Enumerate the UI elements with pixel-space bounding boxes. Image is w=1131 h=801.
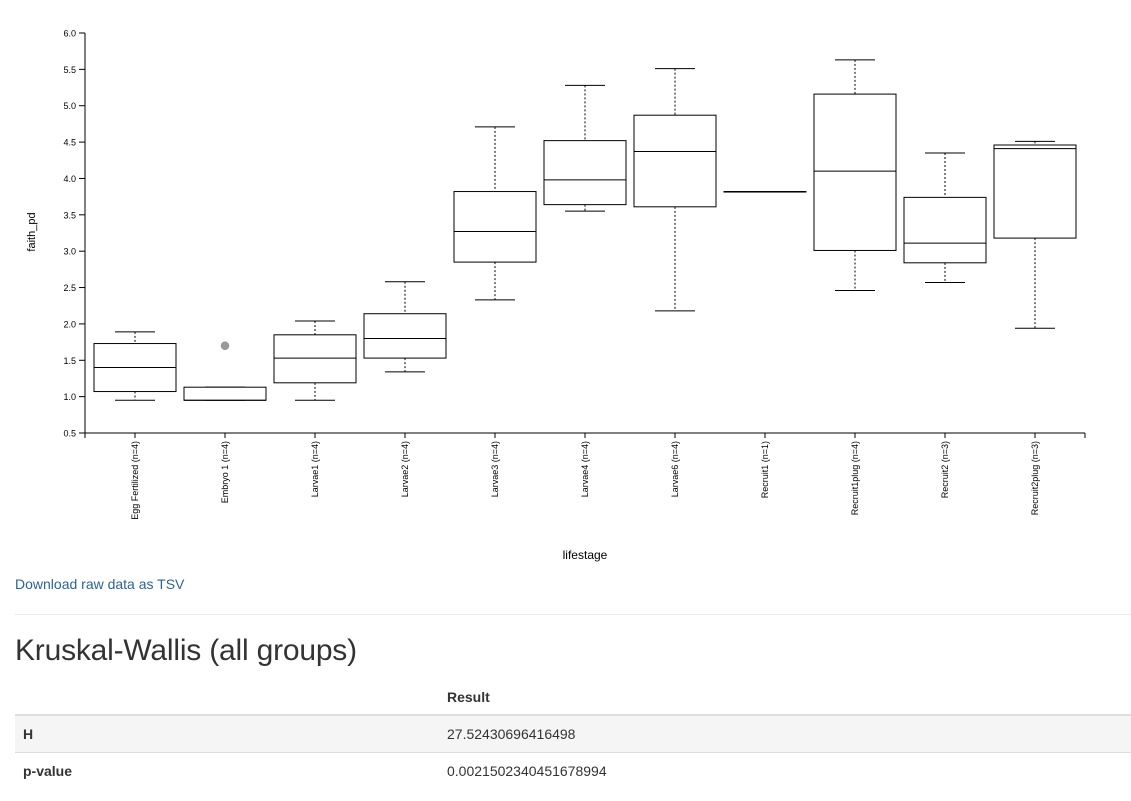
header-key — [15, 680, 439, 716]
row-value: 0.0021502340451678994 — [439, 752, 1131, 789]
kruskal-wallis-table: Result H 27.52430696416498 p-value 0.002… — [15, 680, 1131, 789]
table-row: H 27.52430696416498 — [15, 714, 1131, 753]
x-tick-label: Larvae3 (n=4) — [490, 441, 500, 497]
y-tick-label: 2.5 — [63, 283, 76, 293]
section-divider — [15, 614, 1131, 615]
x-tick-label: Recruit2plug (n=3) — [1030, 441, 1040, 515]
y-tick-label: 1.5 — [63, 356, 76, 366]
box — [183, 386, 267, 401]
x-tick-label: Recruit1plug (n=4) — [850, 441, 860, 515]
y-tick-label: 5.5 — [63, 65, 76, 75]
download-tsv-link[interactable]: Download raw data as TSV — [15, 576, 185, 592]
y-axis: 0.5 1.0 1.5 2.0 2.5 3.0 3.5 4.0 4.5 5.0 5.5 6.0 — [63, 29, 86, 439]
row-value: 27.52430696416498 — [439, 714, 1131, 753]
kruskal-wallis-title: Kruskal-Wallis (all groups) — [15, 634, 357, 667]
box — [363, 313, 447, 359]
box-group — [723, 191, 807, 193]
y-tick-label: 6.0 — [63, 29, 76, 39]
box-group — [993, 140, 1077, 329]
row-key: p-value — [15, 752, 439, 789]
box-group — [813, 59, 897, 291]
box-group — [183, 341, 267, 401]
y-tick-label: 0.5 — [63, 429, 76, 439]
row-key: H — [15, 714, 439, 753]
y-tick-label: 4.5 — [63, 138, 76, 148]
box — [633, 114, 717, 208]
boxplot-chart: 0.5 1.0 1.5 2.0 2.5 3.0 3.5 4.0 4.5 5.0 5.5 6.0 Egg… — [26, 29, 1086, 562]
box-group — [93, 331, 177, 401]
table-row: p-value 0.0021502340451678994 — [15, 752, 1131, 789]
box-group — [453, 126, 537, 301]
box-group — [903, 152, 987, 283]
x-tick-label: Recruit2 (n=3) — [940, 441, 950, 498]
table-header-row: Result — [15, 680, 1131, 716]
box — [903, 196, 987, 264]
x-tick-label: Embryo 1 (n=4) — [220, 441, 230, 503]
box-group — [273, 320, 357, 401]
y-tick-label: 2.0 — [63, 319, 76, 329]
x-tick-label: Larvae2 (n=4) — [400, 441, 410, 497]
y-tick-label: 3.0 — [63, 247, 76, 257]
x-tick-label: Egg Fertilized (n=4) — [130, 441, 140, 520]
box-group — [633, 68, 717, 312]
x-tick-label: Larvae1 (n=4) — [310, 441, 320, 497]
box — [543, 140, 627, 206]
box — [273, 334, 357, 384]
box — [453, 191, 537, 263]
box-group — [363, 281, 447, 373]
y-tick-label: 3.5 — [63, 210, 76, 220]
box-group — [543, 84, 627, 212]
x-axis-label: lifestage — [563, 548, 608, 562]
outlier-point — [220, 341, 230, 350]
x-tick-label: Larvae4 (n=4) — [580, 441, 590, 497]
x-tick-label: Larvae6 (n=4) — [670, 441, 680, 497]
box — [813, 93, 897, 251]
y-tick-label: 5.0 — [63, 101, 76, 111]
x-axis: Egg Fertilized (n=4) Embryo 1 (n=4) Larvae… — [84, 432, 1086, 520]
header-result: Result — [439, 680, 1131, 716]
y-tick-label: 4.0 — [63, 174, 76, 184]
box — [993, 144, 1077, 239]
y-axis-label: faith_pd — [26, 212, 38, 251]
y-tick-label: 1.0 — [63, 392, 76, 402]
boxes — [93, 59, 1077, 401]
x-tick-label: Recruit1 (n=1) — [760, 441, 770, 498]
